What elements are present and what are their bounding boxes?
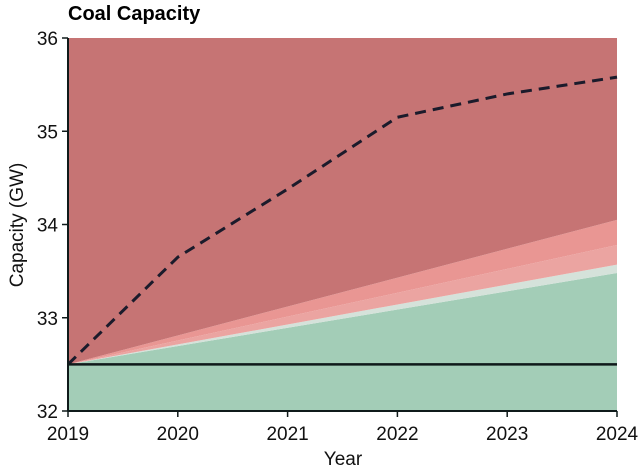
dashed-series-line-1 (66, 75, 618, 366)
y-tick-label: 35 (37, 122, 58, 143)
area-band-1 (68, 272, 617, 411)
x-tick-label: 2022 (376, 424, 418, 445)
area-band-4 (68, 219, 617, 365)
area-band-2 (68, 264, 617, 365)
area-band-5 (68, 38, 617, 365)
y-tick-label: 33 (37, 309, 58, 330)
y-tick-label: 34 (37, 216, 59, 237)
x-tick-label: 2023 (486, 424, 528, 445)
x-tick-label: 2024 (596, 424, 639, 445)
x-axis-label: Year (324, 449, 363, 470)
x-tick-label: 2019 (47, 424, 89, 445)
y-tick-label: 32 (37, 402, 58, 423)
x-tick-label: 2020 (157, 424, 199, 445)
x-tick-label: 2021 (266, 424, 308, 445)
chart-title: Coal Capacity (68, 3, 201, 25)
y-tick-label: 36 (37, 29, 58, 50)
y-axis-label: Capacity (GW) (7, 163, 28, 288)
